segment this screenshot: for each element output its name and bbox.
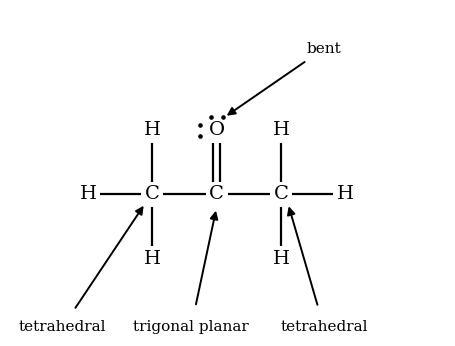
Text: O: O — [209, 121, 225, 139]
Text: trigonal planar: trigonal planar — [133, 320, 249, 335]
Text: H: H — [273, 121, 290, 139]
Text: H: H — [273, 250, 290, 268]
Text: C: C — [209, 185, 224, 203]
Text: bent: bent — [307, 42, 341, 56]
Text: H: H — [144, 250, 161, 268]
Text: H: H — [337, 185, 354, 203]
Text: H: H — [80, 185, 96, 203]
Text: tetrahedral: tetrahedral — [19, 320, 106, 335]
Text: tetrahedral: tetrahedral — [280, 320, 368, 335]
Text: H: H — [144, 121, 161, 139]
Text: C: C — [145, 185, 160, 203]
Text: C: C — [274, 185, 288, 203]
